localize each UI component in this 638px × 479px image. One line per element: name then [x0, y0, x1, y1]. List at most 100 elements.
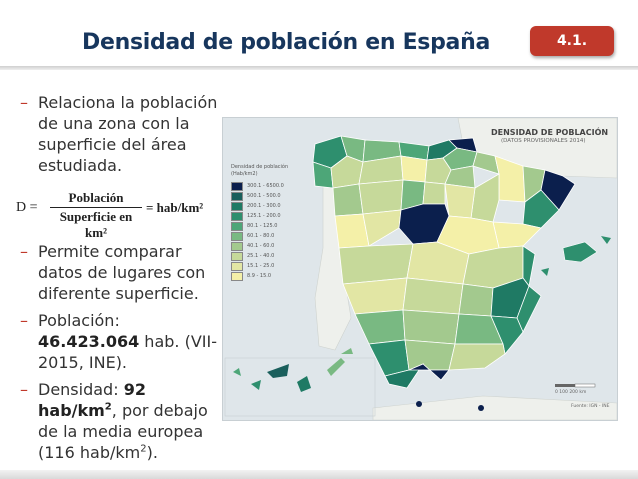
balearic-island-ibiza — [541, 268, 549, 276]
canary-island-gran-canaria — [297, 376, 311, 392]
map-subtitle: (DATOS PROVISIONALES 2014) — [501, 138, 586, 144]
bullet-item: – Densidad: 92 hab/km2, por debajo de la… — [20, 379, 222, 463]
bullet-suffix: hab. (VII-2015, INE). — [38, 332, 217, 372]
spain-map-graphic — [224, 118, 617, 420]
canary-island-fuerteventura — [327, 358, 345, 376]
bullet-prefix: Población: — [38, 311, 120, 330]
province — [448, 343, 506, 371]
province — [470, 173, 500, 223]
slide-footer-shadow — [0, 470, 638, 479]
province — [422, 181, 446, 205]
bullet-end: ). — [146, 443, 158, 462]
bullet-text: Relaciona la población de una zona con l… — [38, 93, 218, 175]
bullet-item: – Población: 46.423.064 hab. (VII-2015, … — [20, 310, 222, 373]
legend-item: 15.1 - 25.0 — [231, 261, 301, 271]
legend-swatch — [231, 271, 243, 281]
provinces — [312, 135, 576, 389]
legend-item: 60.1 - 80.0 — [231, 231, 301, 241]
legend-rows: 300.1 - 6500.0 500.1 - 500.0 200.1 - 300.0… — [231, 181, 301, 281]
legend-item: 25.1 - 40.0 — [231, 251, 301, 261]
bullet-item: – Permite comparar datos de lugares con … — [20, 241, 222, 304]
legend-title: Densidad de población (Hab/km2) — [231, 164, 289, 177]
province — [494, 155, 526, 203]
bullet-dash: – — [20, 242, 28, 261]
province — [458, 283, 494, 317]
density-value-text: 92 hab/km — [38, 380, 146, 420]
province — [522, 189, 560, 229]
province — [338, 243, 414, 285]
legend-swatch — [231, 251, 243, 261]
formula-fraction-bar — [50, 207, 142, 208]
province — [358, 179, 404, 215]
legend-swatch — [231, 181, 243, 191]
neighbour-land-africa — [372, 395, 617, 420]
province — [402, 309, 460, 345]
bullet-suffix: , por debajo de la media europea (116 ha… — [38, 401, 208, 462]
province — [490, 315, 524, 355]
bullet-dash: – — [20, 311, 28, 330]
bullet-list-bottom: – Permite comparar datos de lugares con … — [20, 241, 222, 469]
legend-swatch — [231, 261, 243, 271]
balearic-island-menorca — [601, 236, 611, 244]
bullet-prefix: Densidad: — [38, 380, 124, 399]
legend-label: 125.1 - 200.0 — [247, 213, 281, 219]
legend-item: 300.1 - 6500.0 — [231, 181, 301, 191]
legend-label: 15.1 - 25.0 — [247, 263, 275, 269]
legend-label: 25.1 - 40.0 — [247, 253, 275, 259]
eu-density-sup: 2 — [140, 443, 147, 455]
province — [354, 309, 406, 345]
section-badge: 4.1. — [530, 26, 614, 56]
legend-label: 40.1 - 60.0 — [247, 243, 275, 249]
legend-swatch — [231, 211, 243, 221]
province — [444, 183, 476, 219]
density-value: 92 hab/km2 — [38, 380, 146, 420]
province — [342, 277, 408, 315]
bullet-list-top: – Relaciona la población de una zona con… — [20, 92, 222, 182]
legend-item: 500.1 - 500.0 — [231, 191, 301, 201]
province — [332, 183, 364, 217]
formula-numerator: Población — [68, 190, 124, 205]
melilla — [478, 405, 484, 411]
province — [362, 209, 402, 247]
map-title: DENSIDAD DE POBLACIÓN — [491, 128, 609, 137]
canary-island-lanzarote — [341, 348, 353, 354]
legend-swatch — [231, 201, 243, 211]
province — [400, 155, 428, 183]
balearic-islands — [562, 241, 598, 263]
canary-island — [233, 368, 241, 376]
formula-rhs: = hab/km² — [146, 200, 204, 215]
scale-bar-segment — [574, 383, 596, 388]
province — [408, 363, 450, 381]
header-divider — [0, 66, 638, 70]
legend-swatch — [231, 231, 243, 241]
legend-swatch — [231, 221, 243, 231]
canary-inset-frame — [224, 357, 376, 417]
legend-item: 40.1 - 60.0 — [231, 241, 301, 251]
bullet-text: Permite comparar datos de lugares con di… — [38, 242, 206, 303]
legend-label: 200.1 - 300.0 — [247, 203, 281, 209]
formula-lhs: D = — [16, 200, 38, 215]
legend-item: 125.1 - 200.0 — [231, 211, 301, 221]
province — [402, 277, 464, 315]
bullet-dash: – — [20, 93, 28, 112]
slide-header: Densidad de población en España 4.1. — [0, 0, 638, 66]
density-formula: D = Población Superficie en km² = hab/km… — [16, 190, 226, 240]
legend-label: 300.1 - 6500.0 — [247, 183, 284, 189]
map-legend: Densidad de población (Hab/km2) 300.1 - … — [231, 164, 301, 281]
legend-label: 8.9 - 15.0 — [247, 273, 272, 279]
legend-swatch — [231, 191, 243, 201]
legend-item: 8.9 - 15.0 — [231, 271, 301, 281]
province — [404, 339, 456, 371]
legend-label: 500.1 - 500.0 — [247, 193, 281, 199]
legend-item: 200.1 - 300.0 — [231, 201, 301, 211]
density-value-sup: 2 — [104, 401, 112, 413]
canary-island — [251, 380, 261, 390]
density-map: DENSIDAD DE POBLACIÓN (DATOS PROVISIONAL… — [222, 117, 618, 421]
map-source: Fuente: IGN - INE — [571, 404, 610, 409]
scale-label: 0 100 200 km — [555, 390, 587, 395]
canary-island-tenerife — [267, 364, 289, 378]
bullet-item: – Relaciona la población de una zona con… — [20, 92, 222, 176]
population-value: 46.423.064 — [38, 332, 140, 351]
legend-item: 80.1 - 125.0 — [231, 221, 301, 231]
